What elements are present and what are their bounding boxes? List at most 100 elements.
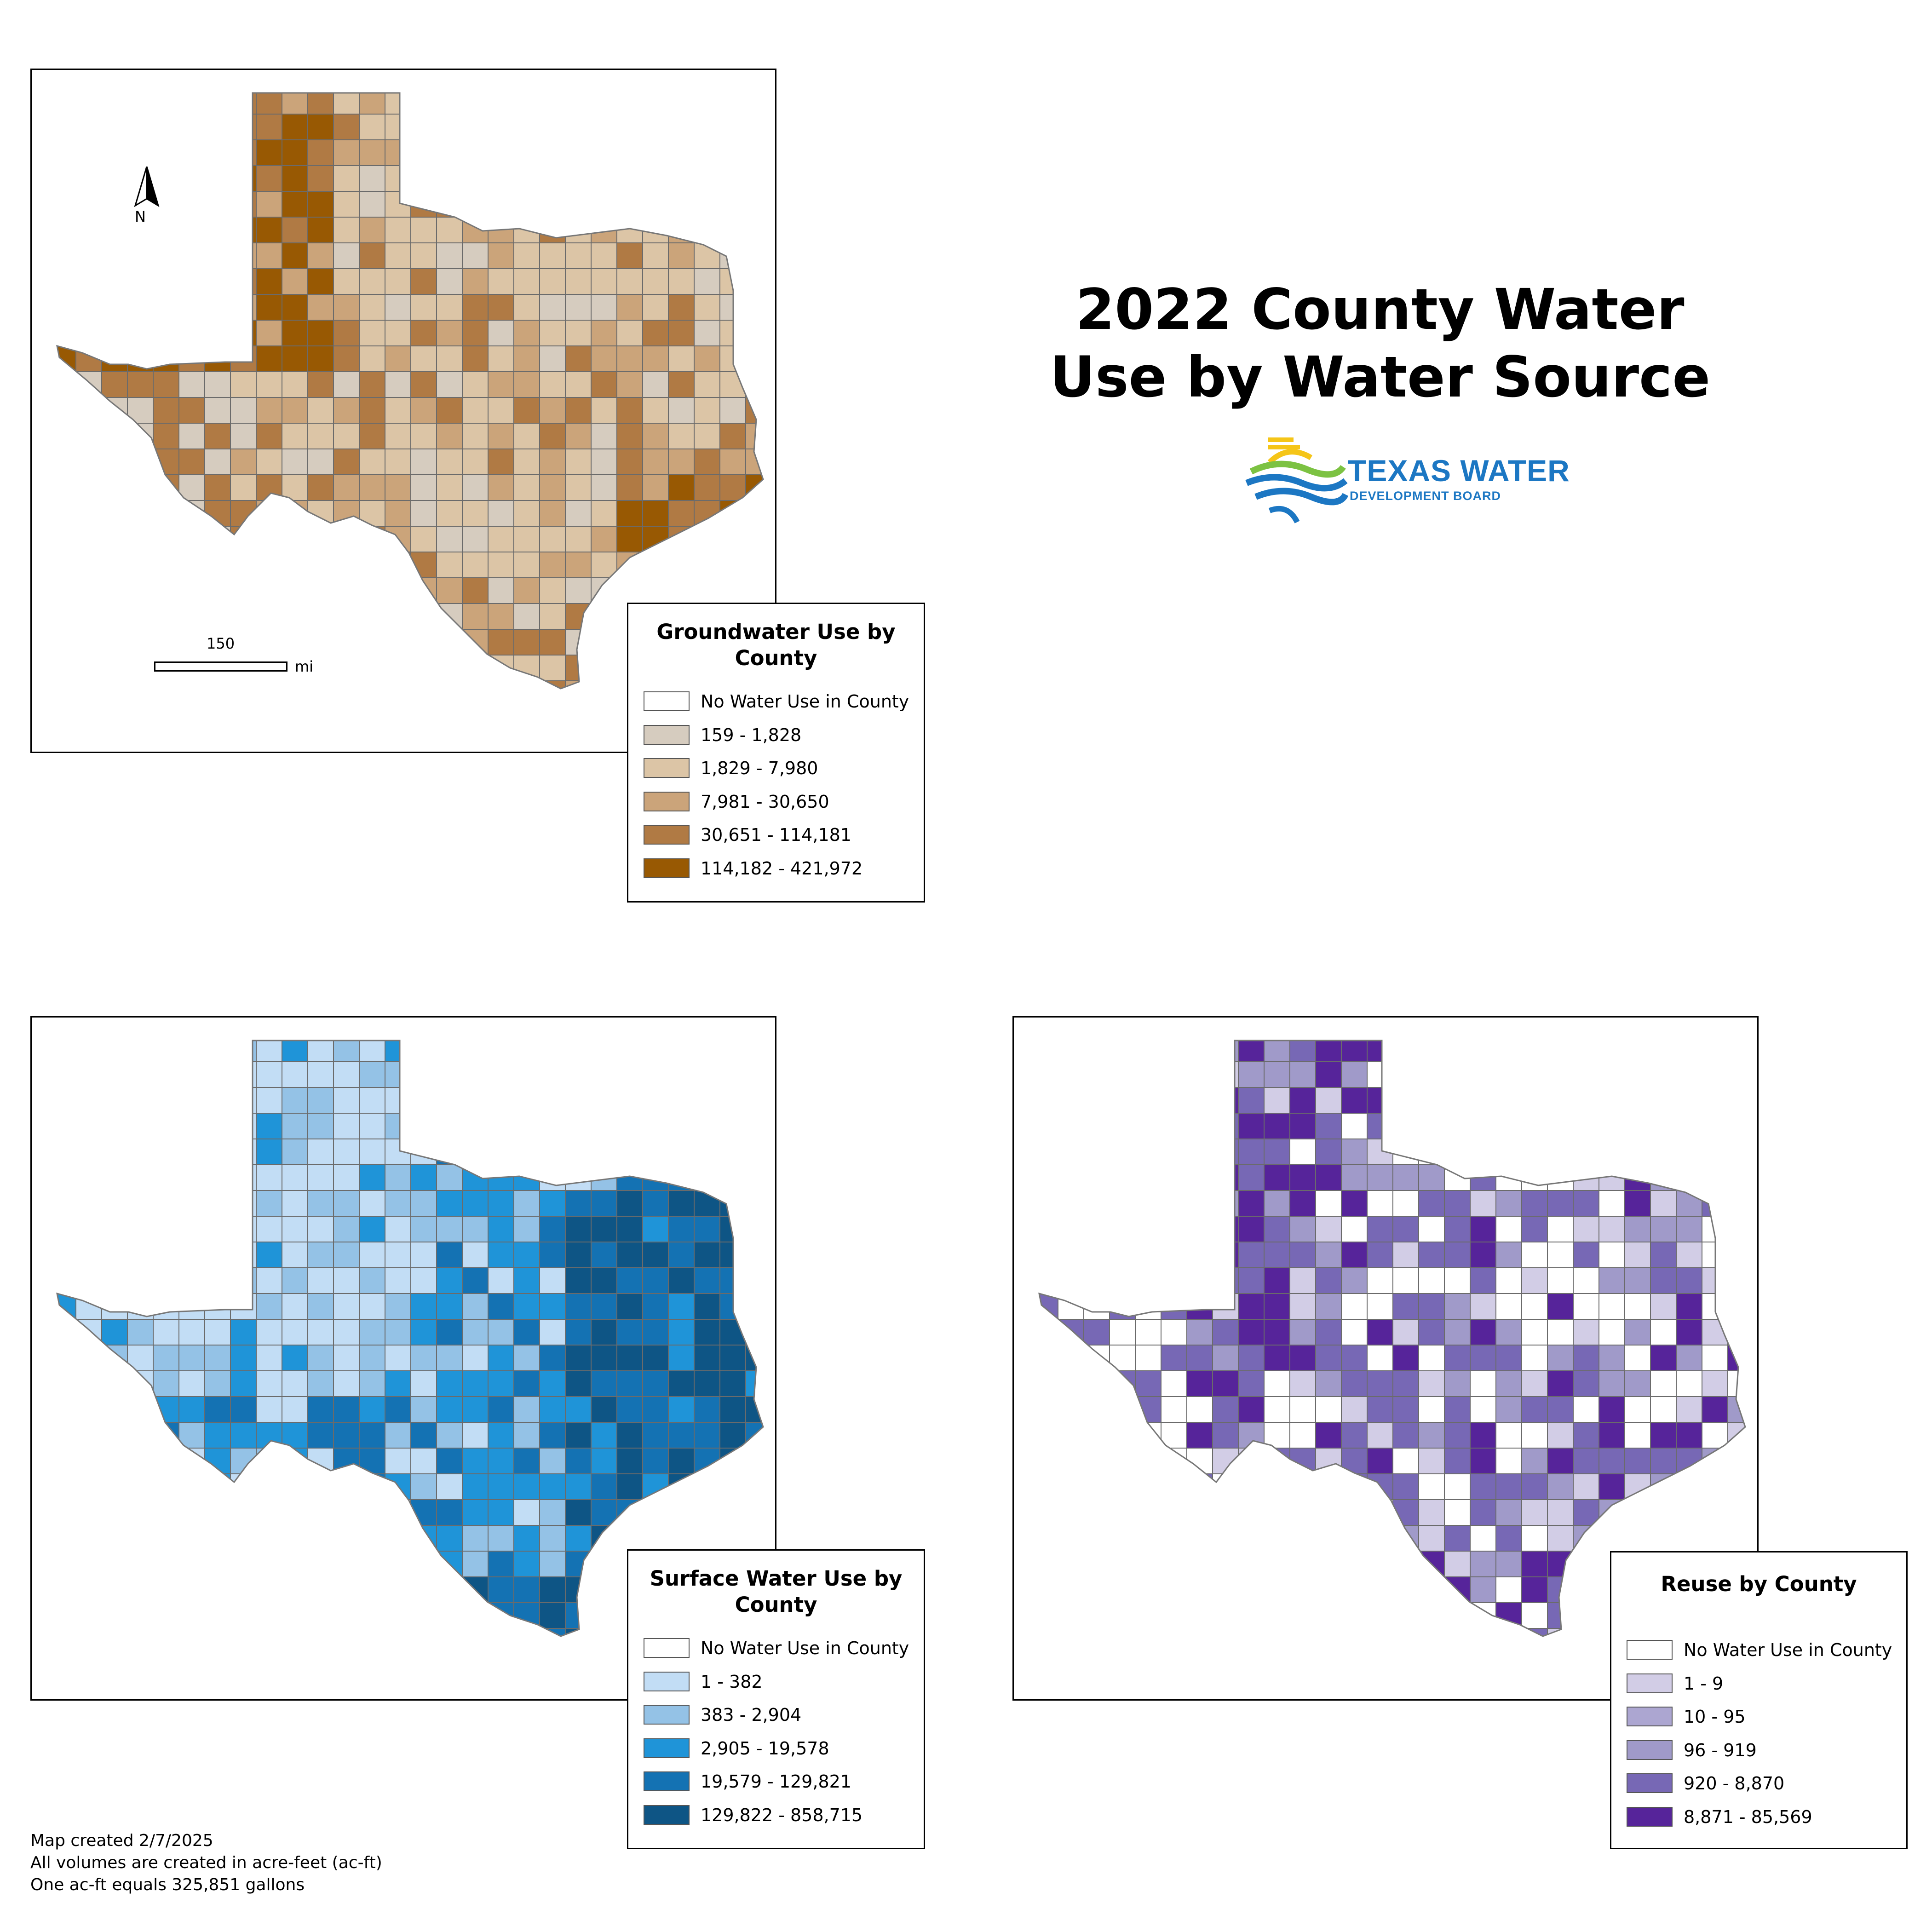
county-cell [1238, 1216, 1265, 1242]
county-cell [1264, 1345, 1290, 1371]
county-cell [436, 345, 463, 372]
county-cell [1341, 1087, 1368, 1114]
legend-swatch [644, 1771, 690, 1791]
county-cell [410, 1319, 437, 1346]
county-cell [410, 371, 437, 398]
legend-label: No Water Use in County [701, 691, 909, 712]
county-cell [488, 242, 514, 269]
county-cell [1444, 1370, 1471, 1397]
county-cell [436, 629, 463, 656]
county-cell [488, 1576, 514, 1603]
county-cell [256, 1216, 282, 1242]
county-cell [1289, 1061, 1316, 1088]
county-cell [1598, 1499, 1625, 1526]
county-cell [668, 1293, 695, 1320]
county-cell [1083, 1345, 1110, 1371]
county-cell [1598, 1267, 1625, 1294]
county-cell [307, 191, 334, 218]
county-cell [127, 371, 154, 398]
county-cell [616, 526, 643, 552]
county-cell [565, 1422, 592, 1449]
county-cell [359, 371, 385, 398]
county-cell [282, 191, 308, 218]
county-cell [307, 93, 334, 115]
county-cell [488, 1396, 514, 1423]
twdb-logo-mark [1245, 437, 1348, 523]
county-cell [359, 320, 385, 346]
county-cell [1367, 1319, 1393, 1346]
county-cell [204, 1345, 231, 1371]
county-cell [230, 1396, 257, 1423]
county-cell [1392, 1293, 1419, 1320]
county-cell [1495, 1576, 1522, 1603]
county-cell [642, 1473, 669, 1500]
county-cell [513, 371, 540, 398]
county-cell [462, 1345, 489, 1371]
county-cell [462, 1551, 489, 1577]
county-cell [385, 1061, 411, 1088]
county-cell [668, 1473, 695, 1500]
county-cell [282, 242, 308, 269]
county-cell [204, 345, 231, 372]
county-cell [1392, 1448, 1419, 1474]
county-cell [410, 1242, 437, 1268]
county-cell [1238, 1041, 1265, 1062]
county-cell [565, 320, 592, 346]
county-cell [1418, 1576, 1445, 1603]
county-cell [385, 1396, 411, 1423]
county-cell [565, 268, 592, 295]
county-cell [1598, 1190, 1625, 1217]
county-cell [410, 1216, 437, 1242]
county-cell [1495, 1396, 1522, 1423]
county-cell [256, 423, 282, 449]
county-cell [282, 397, 308, 424]
county-cell [1161, 1396, 1187, 1423]
county-cell [1392, 1138, 1419, 1165]
legend-label: 1,829 - 7,980 [701, 758, 818, 778]
county-cell [307, 397, 334, 424]
county-cell [1264, 1370, 1290, 1397]
county-cell [1598, 1216, 1625, 1242]
legend-label: 30,651 - 114,181 [701, 825, 851, 845]
county-cell [282, 423, 308, 449]
county-cell [1315, 1041, 1342, 1062]
county-cell [178, 448, 205, 475]
legend-label: 159 - 1,828 [701, 724, 802, 745]
county-cell [1547, 1190, 1574, 1217]
county-cell [642, 1370, 669, 1397]
county-cell [1135, 1293, 1162, 1320]
county-cell [178, 1319, 205, 1346]
county-cell [1444, 1164, 1471, 1191]
legend-swatch [1627, 1740, 1673, 1760]
county-cell [513, 448, 540, 475]
county-cell [591, 1293, 617, 1320]
county-cell [565, 1216, 592, 1242]
county-cell [591, 294, 617, 321]
county-cell [488, 1345, 514, 1371]
county-cell [1470, 1216, 1496, 1242]
county-cell [591, 1190, 617, 1217]
county-cell [410, 1396, 437, 1423]
county-cell [1573, 1473, 1599, 1500]
county-cell [1573, 1448, 1599, 1474]
county-cell [359, 1087, 385, 1114]
county-cell [333, 1396, 360, 1423]
county-cell [230, 526, 257, 552]
county-cell [1650, 1422, 1677, 1449]
legend-swatch [1627, 1707, 1673, 1726]
county-cell [436, 577, 463, 604]
county-cell [333, 1164, 360, 1191]
county-cell [565, 526, 592, 552]
county-cell [591, 1525, 617, 1552]
county-cell [359, 500, 385, 527]
county-cell [642, 500, 669, 527]
county-cell [694, 1370, 720, 1397]
county-cell [385, 1190, 411, 1217]
county-cell [204, 526, 231, 552]
legend-label: No Water Use in County [1684, 1640, 1892, 1660]
county-cell [1186, 1473, 1213, 1500]
county-cell [719, 397, 746, 424]
county-cell [1547, 1473, 1574, 1500]
county-cell [178, 1422, 205, 1449]
legend-label: 920 - 8,870 [1684, 1773, 1785, 1794]
